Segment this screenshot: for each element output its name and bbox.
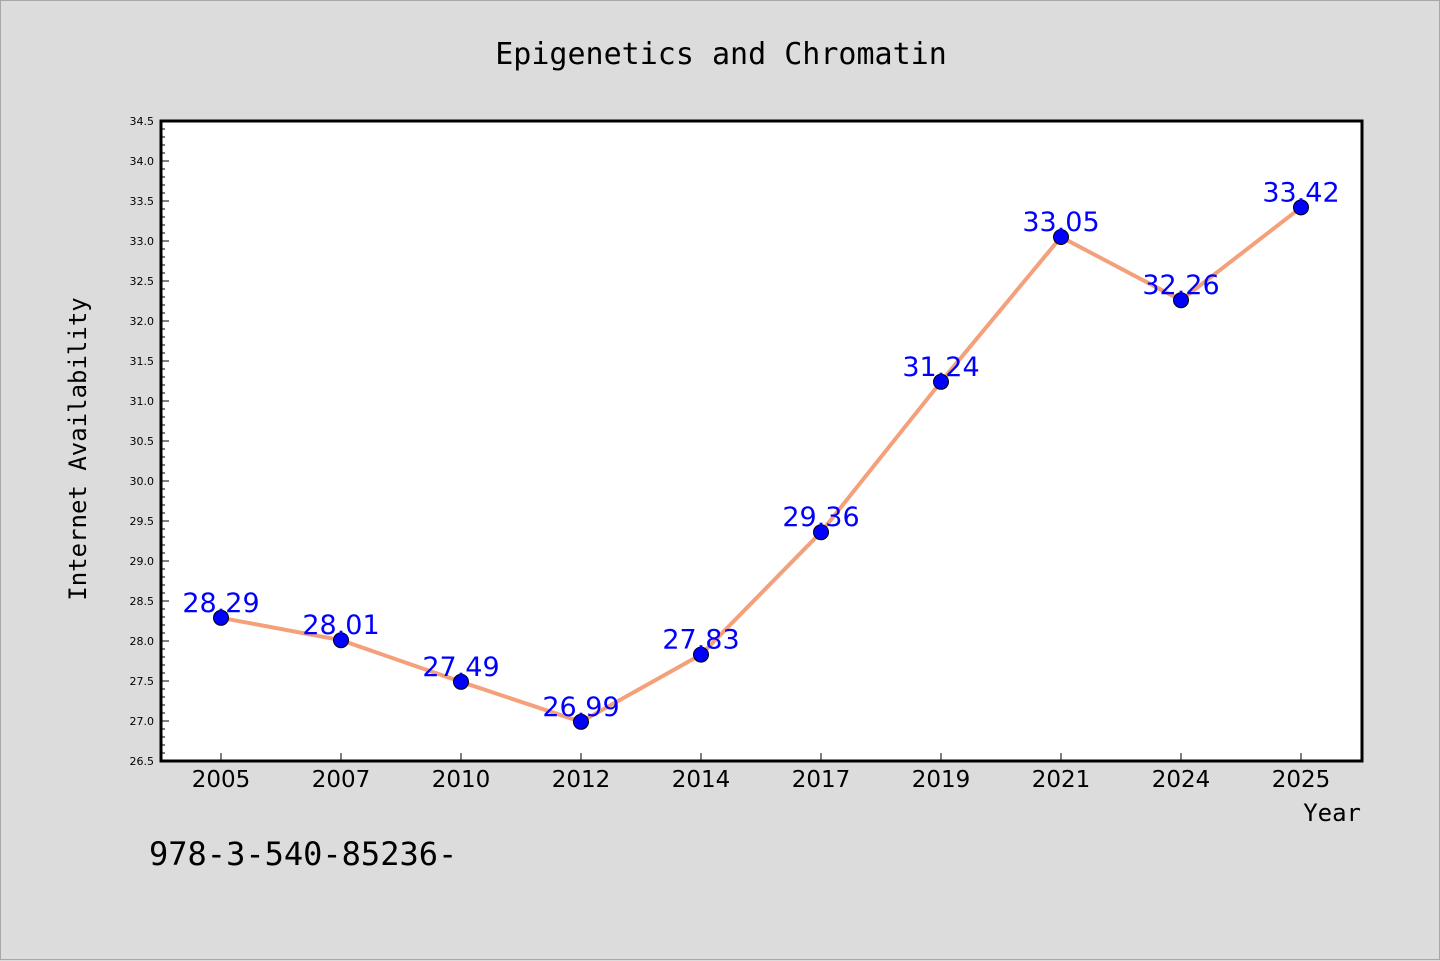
data-point	[1293, 199, 1309, 216]
x-tick-label: 2012	[552, 767, 611, 793]
y-tick-label: 29.5	[130, 515, 155, 528]
x-tick-label: 2014	[672, 767, 731, 793]
data-label: 33.05	[1022, 207, 1099, 238]
data-label: 26.99	[542, 692, 619, 723]
x-axis-label: Year	[1303, 799, 1361, 827]
x-tick-label: 2019	[912, 767, 971, 793]
y-tick-label: 28.5	[130, 595, 155, 608]
data-label: 28.01	[302, 610, 379, 641]
y-tick-label: 34.5	[130, 115, 155, 128]
y-tick-label: 32.0	[130, 315, 155, 328]
data-label: 27.49	[422, 652, 499, 683]
data-point	[453, 673, 469, 690]
data-point	[573, 713, 589, 730]
data-point	[1053, 229, 1069, 245]
y-tick-label: 32.5	[130, 275, 155, 288]
x-tick-label: 2021	[1032, 767, 1091, 793]
data-point	[933, 373, 949, 390]
data-label: 33.42	[1262, 177, 1339, 208]
x-tick-label: 2005	[192, 767, 251, 793]
y-axis: 26.5 27.0 27.5 28.0 28.5 29.0 29.5 30.0 30.5 31.0…	[130, 115, 169, 768]
data-label: 29.36	[782, 502, 859, 533]
footnote-text: 978-3-540-85236-	[149, 835, 457, 873]
y-tick-label: 33.5	[130, 195, 155, 208]
x-tick-label: 2025	[1272, 767, 1331, 793]
x-axis: 2005 2007 2010 2012 2014 2017 2019 2021 2024 2025	[192, 753, 1331, 793]
plot-area	[159, 119, 1364, 763]
y-tick-label: 34.0	[130, 155, 155, 168]
x-tick-label: 2007	[312, 767, 371, 793]
data-point	[333, 632, 349, 649]
y-tick-label: 27.0	[130, 715, 155, 728]
data-point	[1173, 292, 1189, 309]
chart-title: Epigenetics and Chromatin	[495, 37, 947, 72]
data-labels: 28.29 28.01 27.49 26.99 27.83 29.36 31.24 33.05…	[182, 177, 1339, 722]
y-tick-label: 31.5	[130, 355, 155, 368]
x-tick-label: 2024	[1152, 767, 1211, 793]
data-label: 28.29	[182, 588, 259, 619]
x-tick-label: 2010	[432, 767, 491, 793]
y-tick-label: 33.0	[130, 235, 155, 248]
y-tick-label: 30.5	[130, 435, 155, 448]
y-tick-label: 27.5	[130, 675, 155, 688]
y-tick-label: 30.0	[130, 475, 155, 488]
series-line	[219, 205, 1303, 724]
x-tick-label: 2017	[792, 767, 851, 793]
series-markers	[213, 199, 1309, 730]
y-tick-label: 26.5	[130, 755, 155, 768]
data-label: 32.26	[1142, 270, 1219, 301]
data-point	[213, 609, 229, 626]
y-tick-label: 29.0	[130, 555, 155, 568]
series-polyline	[219, 205, 1303, 724]
data-point	[813, 524, 829, 541]
data-label: 31.24	[902, 352, 979, 383]
data-label: 27.83	[662, 625, 739, 656]
y-axis-label: Internet Availability	[64, 297, 92, 600]
y-tick-label: 31.0	[130, 395, 155, 408]
data-point	[693, 646, 709, 663]
y-tick-label: 28.0	[130, 635, 155, 648]
